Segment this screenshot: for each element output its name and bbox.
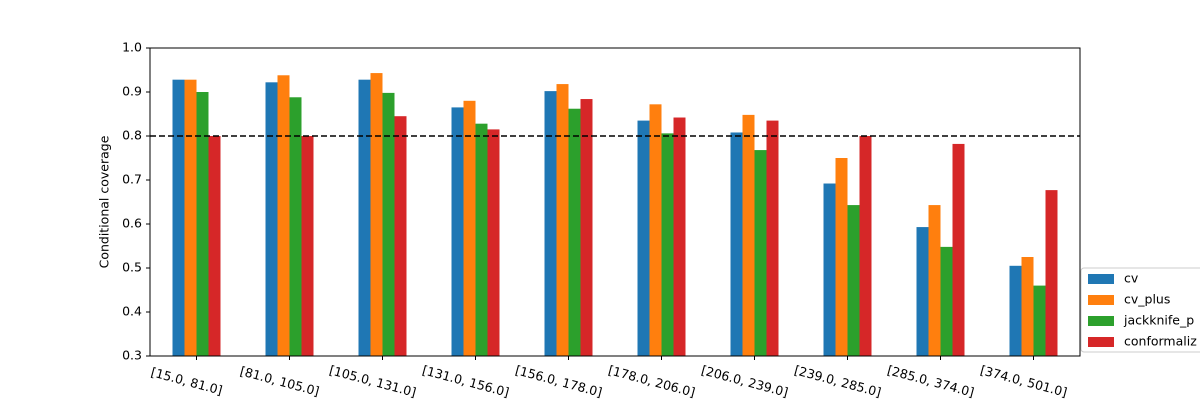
- x-tick-label: [374.0, 501.0]: [979, 362, 1069, 400]
- bar: [265, 82, 278, 356]
- bar: [940, 246, 953, 356]
- bar: [835, 158, 848, 356]
- bar: [928, 205, 941, 356]
- bar: [637, 120, 650, 356]
- bar: [580, 99, 593, 356]
- legend-swatch: [1088, 337, 1114, 347]
- bar: [1045, 190, 1058, 356]
- plot-frame: [149, 47, 1081, 357]
- legend-label: cv_plus: [1124, 292, 1170, 307]
- legend-label: cv: [1124, 271, 1139, 286]
- bar: [1021, 257, 1034, 356]
- bar: [649, 104, 662, 356]
- bar: [673, 117, 686, 357]
- bar: [451, 107, 464, 357]
- x-tick-label: [105.0, 131.0]: [328, 362, 418, 400]
- bar: [172, 79, 185, 357]
- bar: [916, 227, 929, 356]
- bar: [370, 73, 383, 356]
- legend-label: jackknife_p: [1123, 313, 1194, 328]
- y-tick-label: 0.3: [122, 348, 142, 363]
- bar: [277, 75, 290, 356]
- bar: [754, 150, 767, 356]
- y-tick-label: 1.0: [122, 40, 142, 55]
- y-tick-label: 0.4: [122, 304, 142, 319]
- bar: [952, 143, 965, 356]
- legend-swatch: [1088, 316, 1114, 326]
- bar: [475, 123, 488, 357]
- legend-swatch: [1088, 274, 1114, 284]
- bar: [358, 79, 371, 357]
- bar: [289, 97, 302, 356]
- x-tick-label: [239.0, 285.0]: [793, 362, 883, 400]
- bar: [463, 100, 476, 356]
- bar: [847, 205, 860, 356]
- x-tick-label: [131.0, 156.0]: [421, 362, 511, 400]
- bar: [487, 129, 500, 356]
- bar: [184, 79, 197, 357]
- bar: [556, 84, 569, 356]
- bar: [544, 91, 557, 357]
- bar: [730, 132, 743, 356]
- legend-swatch: [1088, 295, 1114, 305]
- x-tick-label: [178.0, 206.0]: [607, 362, 697, 400]
- bar: [196, 92, 209, 356]
- y-tick-label: 0.9: [122, 84, 142, 99]
- y-axis-label: Conditional coverage: [97, 135, 112, 268]
- bar: [301, 136, 314, 356]
- bar: [208, 136, 221, 356]
- bar: [766, 120, 779, 356]
- y-tick-label: 0.5: [122, 260, 142, 275]
- bar: [823, 183, 836, 356]
- legend-box: [1080, 267, 1200, 353]
- bar: [394, 116, 407, 356]
- bar: [568, 108, 581, 356]
- legend-label: conformaliz: [1124, 334, 1197, 349]
- bar: [382, 92, 395, 356]
- x-tick-label: [15.0, 81.0]: [149, 364, 224, 397]
- bar: [742, 114, 755, 356]
- y-tick-label: 0.7: [122, 172, 142, 187]
- y-tick-label: 0.8: [122, 128, 142, 143]
- bar: [1009, 265, 1022, 356]
- bar: [859, 136, 872, 356]
- x-tick-label: [285.0, 374.0]: [886, 362, 976, 400]
- x-tick-label: [81.0, 105.0]: [239, 363, 321, 399]
- y-tick-label: 0.6: [122, 216, 142, 231]
- x-tick-label: [206.0, 239.0]: [700, 362, 790, 400]
- x-tick-label: [156.0, 178.0]: [514, 362, 604, 400]
- bar: [661, 133, 674, 356]
- bar: [1033, 285, 1046, 356]
